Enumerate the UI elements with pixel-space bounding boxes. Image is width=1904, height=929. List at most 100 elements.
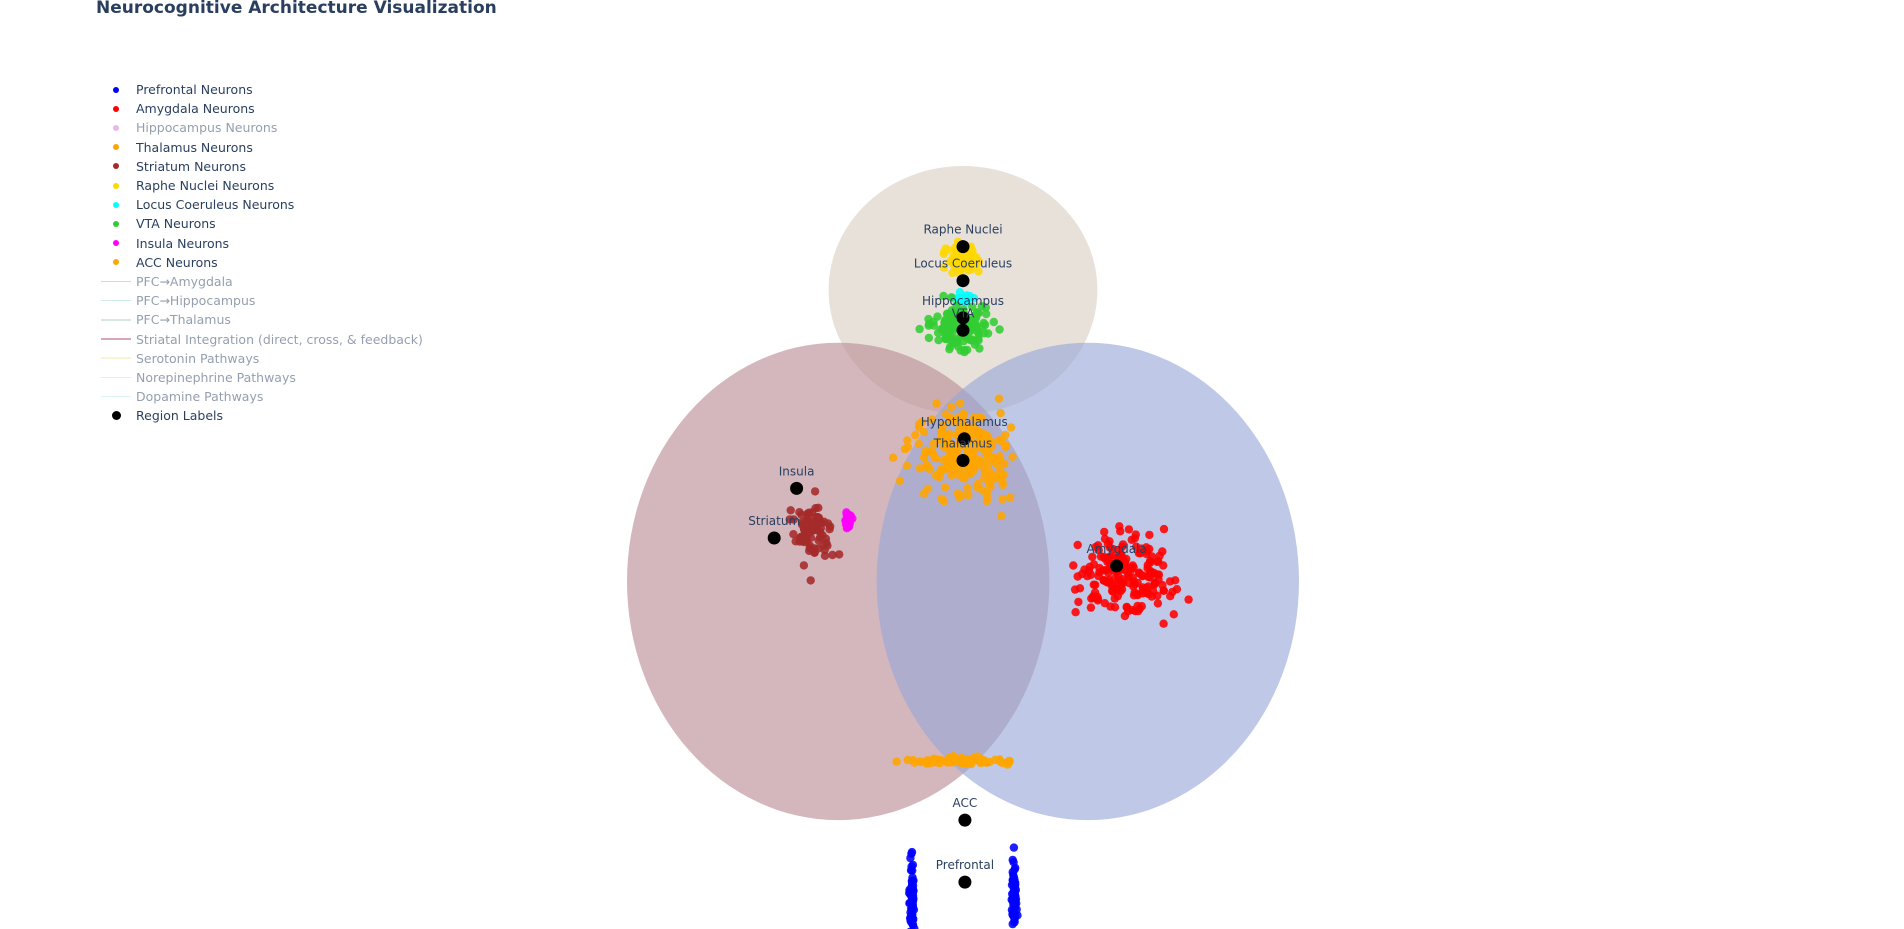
neuron-point[interactable] <box>908 896 917 905</box>
neuron-point[interactable] <box>1009 843 1019 852</box>
region-label-marker[interactable] <box>957 432 971 446</box>
legend-item[interactable]: Serotonin Pathways <box>96 349 436 368</box>
neuron-point[interactable] <box>915 757 924 766</box>
neuron-point[interactable] <box>954 342 963 351</box>
neuron-point[interactable] <box>914 423 924 432</box>
neuron-point[interactable] <box>907 887 916 897</box>
neuron-point[interactable] <box>998 494 1007 504</box>
neuron-point[interactable] <box>973 752 982 761</box>
neuron-point[interactable] <box>954 493 964 502</box>
neuron-point[interactable] <box>1110 594 1120 603</box>
legend-item[interactable]: Amygdala Neurons <box>96 99 436 118</box>
neuron-point[interactable] <box>996 466 1005 476</box>
neuron-point[interactable] <box>945 345 954 354</box>
neuron-point[interactable] <box>947 293 956 302</box>
neuron-point[interactable] <box>789 530 798 539</box>
region-label-raphe-nuclei[interactable]: Raphe Nuclei <box>923 223 1003 254</box>
neuron-point[interactable] <box>1142 543 1151 552</box>
region-label-marker[interactable] <box>956 323 970 337</box>
legend-item[interactable]: Insula Neurons <box>96 234 436 253</box>
region-label-hypothalamus[interactable]: Hypothalamus <box>921 415 1008 446</box>
region-label-marker[interactable] <box>767 531 781 545</box>
neuron-point[interactable] <box>1100 527 1109 537</box>
neuron-point[interactable] <box>799 524 809 533</box>
neuron-point[interactable] <box>915 464 925 473</box>
neuron-point[interactable] <box>819 541 828 550</box>
neuron-point[interactable] <box>795 534 805 543</box>
neuron-point[interactable] <box>954 413 963 422</box>
neuron-point[interactable] <box>1117 542 1127 552</box>
neuron-point[interactable] <box>939 249 948 259</box>
neuron-point[interactable] <box>1144 582 1153 591</box>
neuron-point[interactable] <box>959 293 969 302</box>
neuron-point[interactable] <box>969 413 979 422</box>
neuron-point[interactable] <box>1096 552 1106 561</box>
neuron-point[interactable] <box>1105 537 1114 546</box>
neuron-point[interactable] <box>977 302 986 311</box>
neuron-point[interactable] <box>994 394 1004 403</box>
region-label-marker[interactable] <box>956 240 970 254</box>
neuron-point[interactable] <box>1011 863 1020 873</box>
neuron-point[interactable] <box>1169 610 1179 619</box>
neuron-point[interactable] <box>1159 586 1168 595</box>
neuron-point[interactable] <box>1134 549 1144 558</box>
neuron-point[interactable] <box>985 467 994 476</box>
legend-item[interactable]: PFC→Thalamus <box>96 310 436 329</box>
neuron-point[interactable] <box>974 267 983 276</box>
neuron-point[interactable] <box>1133 601 1142 611</box>
neuron-point[interactable] <box>1073 540 1082 550</box>
neuron-point[interactable] <box>908 755 918 765</box>
legend-item[interactable]: Thalamus Neurons <box>96 138 436 157</box>
neuron-point[interactable] <box>1159 524 1169 534</box>
neuron-point[interactable] <box>927 446 937 455</box>
neuron-point[interactable] <box>1093 541 1103 550</box>
neuron-point[interactable] <box>1153 599 1163 608</box>
neuron-point[interactable] <box>903 436 912 445</box>
neuron-point[interactable] <box>974 336 983 345</box>
neuron-point[interactable] <box>936 325 946 334</box>
neuron-point[interactable] <box>972 321 981 330</box>
neuron-point[interactable] <box>927 415 937 424</box>
neuron-point[interactable] <box>1071 608 1080 617</box>
region-label-marker[interactable] <box>956 274 970 288</box>
neuron-point[interactable] <box>972 259 981 269</box>
neuron-point[interactable] <box>1105 552 1115 561</box>
neuron-point[interactable] <box>1070 585 1080 594</box>
neuron-point[interactable] <box>963 251 973 260</box>
neuron-point[interactable] <box>950 260 959 269</box>
neuron-point[interactable] <box>900 444 910 454</box>
neuron-point[interactable] <box>1008 896 1018 906</box>
neuron-point[interactable] <box>907 918 916 927</box>
neuron-point[interactable] <box>811 512 821 522</box>
legend-item[interactable]: PFC→Amygdala <box>96 272 436 291</box>
neuron-point[interactable] <box>1110 603 1120 612</box>
region-label-marker[interactable] <box>956 311 970 325</box>
neuron-point[interactable] <box>998 480 1007 490</box>
legend-item[interactable]: Striatum Neurons <box>96 157 436 176</box>
region-label-thalamus[interactable]: Thalamus <box>933 437 993 468</box>
neuron-point[interactable] <box>1171 576 1180 585</box>
neuron-point[interactable] <box>1184 595 1193 604</box>
neuron-point[interactable] <box>1132 542 1141 551</box>
neuron-point[interactable] <box>1159 619 1168 628</box>
neuron-point[interactable] <box>1114 575 1123 585</box>
neuron-point[interactable] <box>960 260 969 270</box>
neuron-point[interactable] <box>929 317 938 326</box>
neuron-point[interactable] <box>968 451 977 460</box>
neuron-point[interactable] <box>1011 878 1020 887</box>
neuron-point[interactable] <box>1006 423 1016 432</box>
neuron-point[interactable] <box>930 453 939 462</box>
neuron-point[interactable] <box>1069 561 1078 570</box>
neuron-point[interactable] <box>996 408 1005 418</box>
neuron-point[interactable] <box>960 345 969 355</box>
neuron-point[interactable] <box>924 333 934 343</box>
neuron-point[interactable] <box>1008 909 1017 918</box>
neuron-point[interactable] <box>1130 588 1139 597</box>
neuron-point[interactable] <box>1089 580 1099 589</box>
region-label-vta[interactable]: VTA <box>952 306 976 337</box>
legend-item[interactable]: Norepinephrine Pathways <box>96 368 436 387</box>
neuron-point[interactable] <box>947 471 956 480</box>
neuron-point[interactable] <box>937 494 946 503</box>
neuron-point[interactable] <box>911 430 920 440</box>
neuron-point[interactable] <box>1120 611 1130 621</box>
